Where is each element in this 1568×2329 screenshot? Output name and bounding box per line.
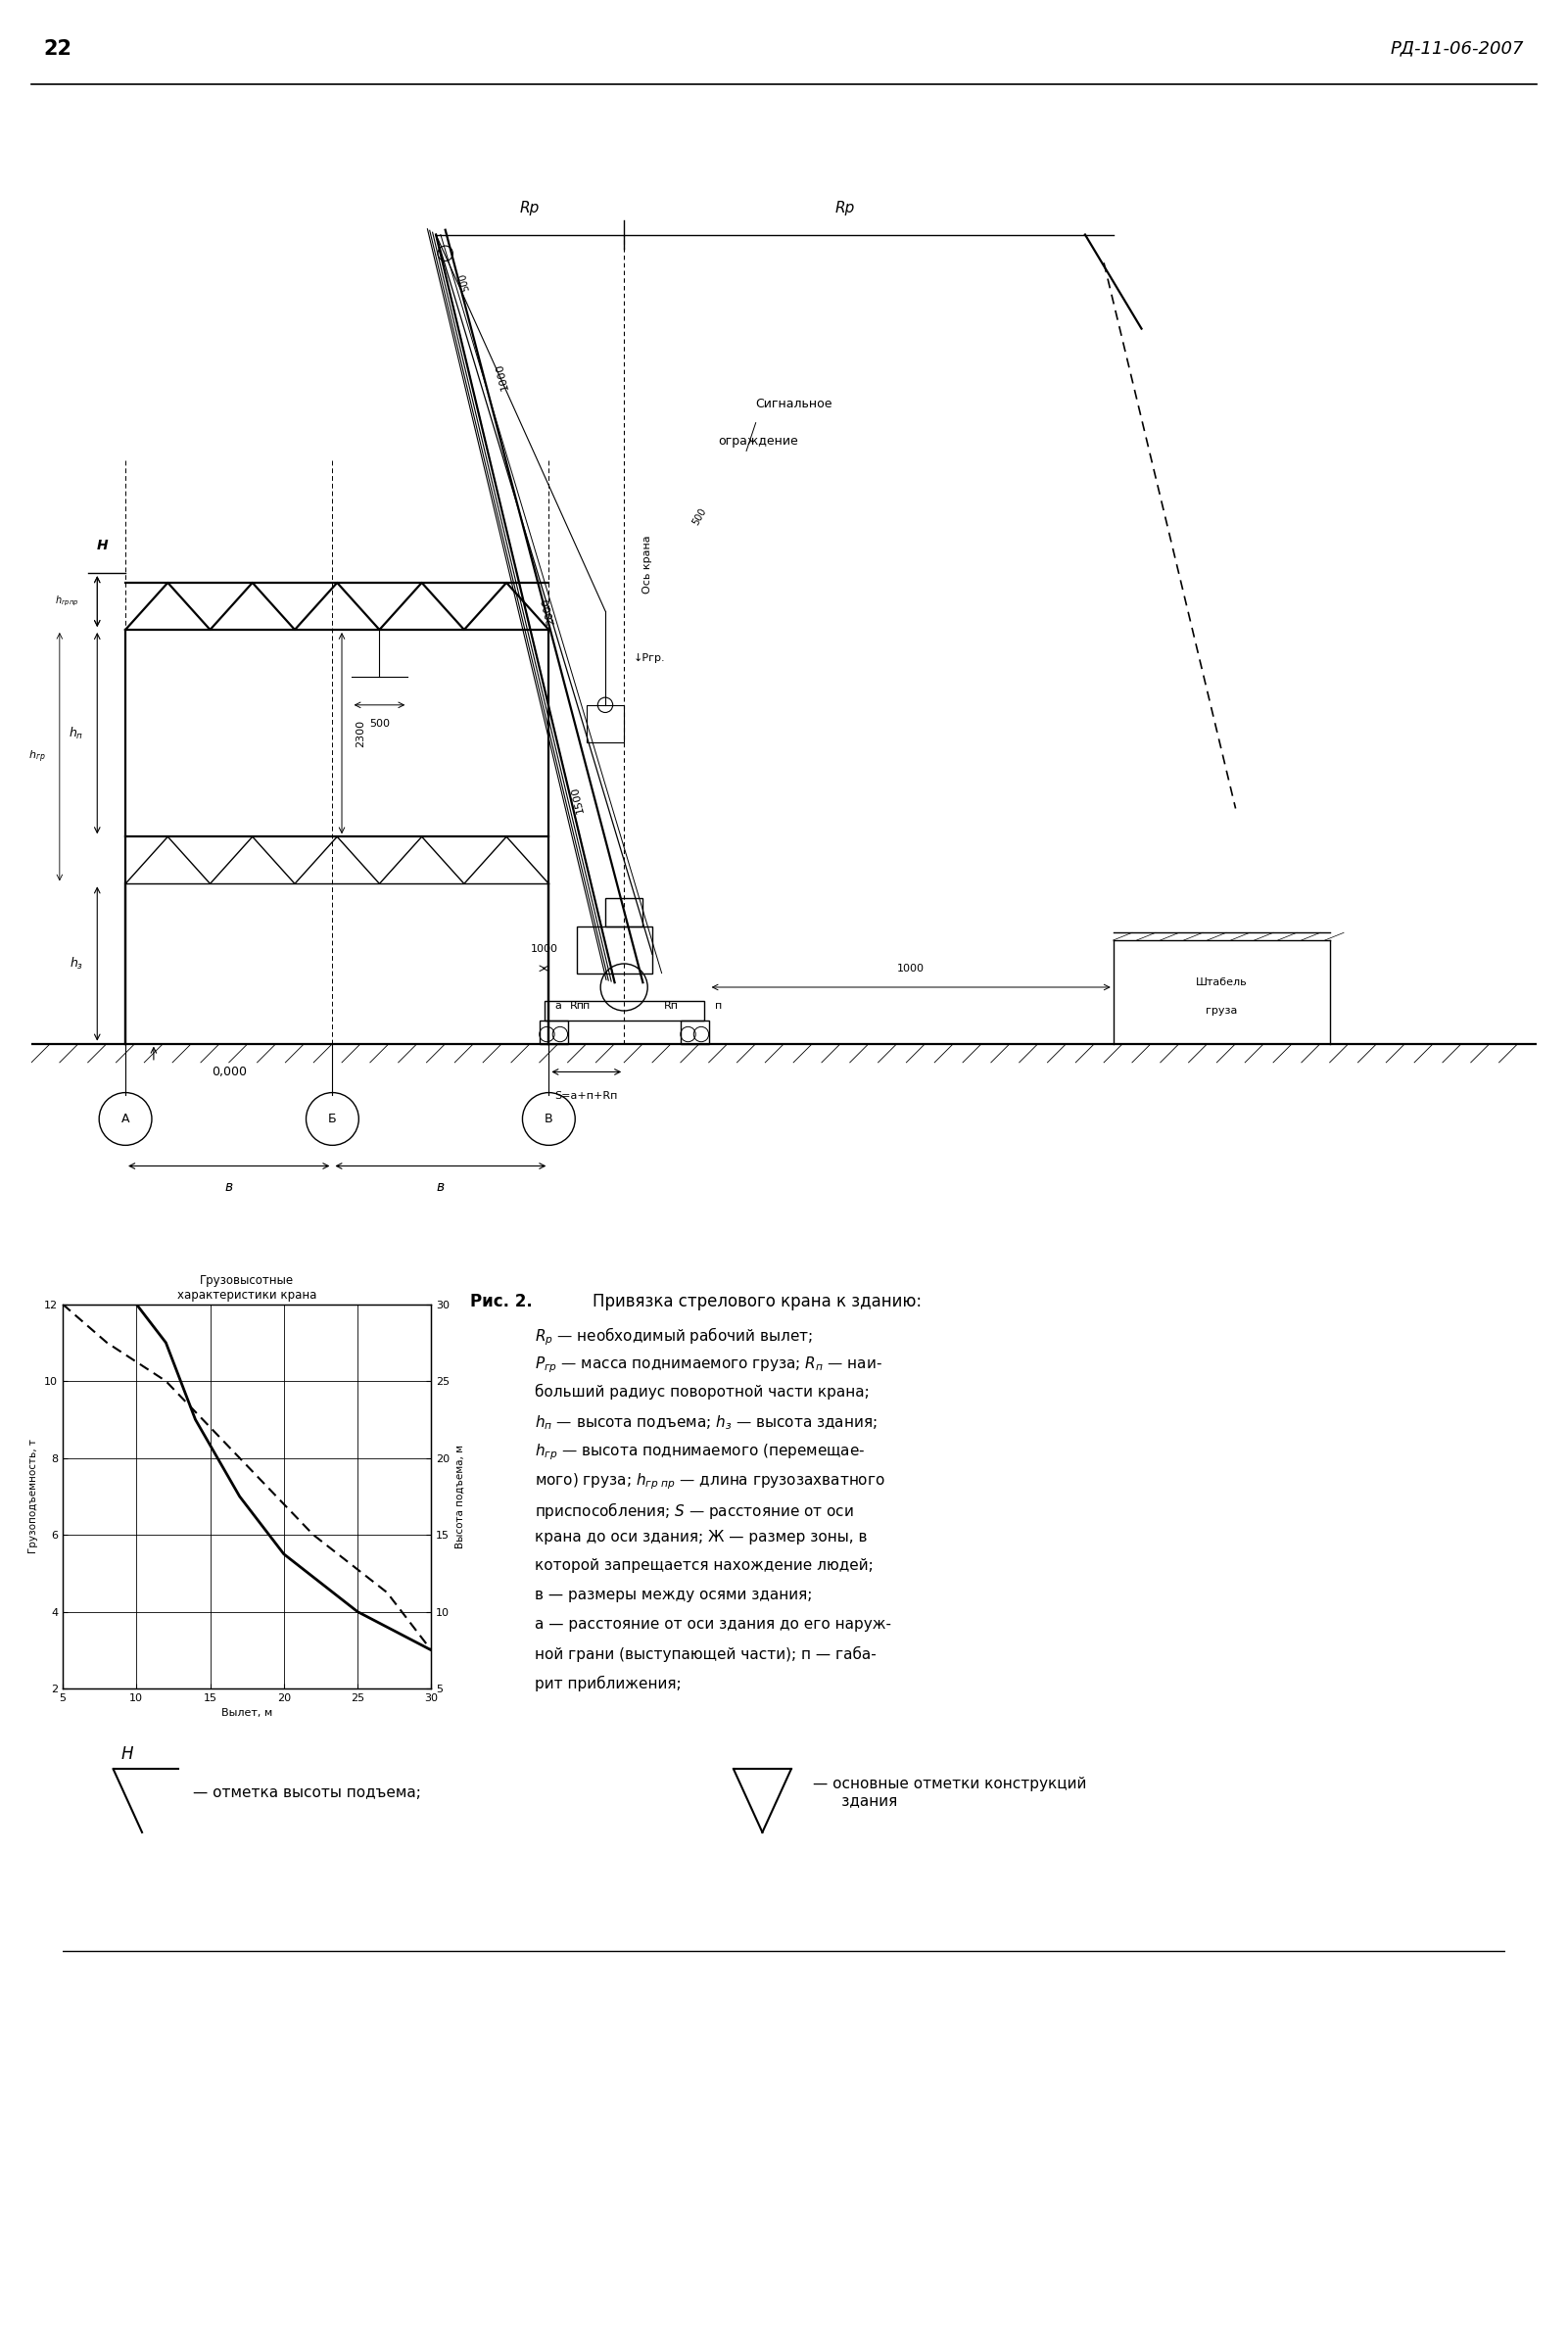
Text: 2000: 2000 bbox=[541, 596, 557, 627]
Y-axis label: Высота подъема, м: Высота подъема, м bbox=[455, 1444, 466, 1549]
Text: в: в bbox=[436, 1181, 445, 1195]
Text: Rп: Rп bbox=[663, 1001, 679, 1011]
Text: — основные отметки конструкций
      здания: — основные отметки конструкций здания bbox=[812, 1777, 1087, 1810]
Text: Ось крана: Ось крана bbox=[643, 536, 652, 594]
Text: — отметка высоты подъема;: — отметка высоты подъема; bbox=[193, 1786, 420, 1800]
Text: п: п bbox=[715, 1001, 721, 1011]
Text: больший радиус поворотной части крана;: больший радиус поворотной части крана; bbox=[535, 1383, 869, 1400]
Text: 500: 500 bbox=[458, 272, 470, 291]
Text: a: a bbox=[555, 1001, 561, 1011]
Text: 1000: 1000 bbox=[530, 946, 558, 955]
Text: 1500: 1500 bbox=[569, 785, 585, 813]
Text: п: п bbox=[583, 1001, 590, 1011]
Title: Грузовысотные
характеристики крана: Грузовысотные характеристики крана bbox=[177, 1274, 317, 1302]
Text: крана до оси здания; Ж — размер зоны, в: крана до оси здания; Ж — размер зоны, в bbox=[535, 1530, 867, 1544]
Text: мого) груза; $h_{гр\ пр}$ — длина грузозахватного: мого) груза; $h_{гр\ пр}$ — длина грузоз… bbox=[535, 1472, 884, 1491]
Bar bbox=[681, 1020, 709, 1043]
Text: $R_{р}$ — необходимый рабочий вылет;: $R_{р}$ — необходимый рабочий вылет; bbox=[535, 1325, 812, 1348]
Text: H: H bbox=[96, 538, 108, 552]
Text: S=a+п+Rп: S=a+п+Rп bbox=[555, 1090, 618, 1102]
Text: 500: 500 bbox=[368, 720, 390, 729]
Text: 1000: 1000 bbox=[494, 361, 510, 391]
Text: 500: 500 bbox=[690, 505, 709, 526]
Text: которой запрещается нахождение людей;: которой запрещается нахождение людей; bbox=[535, 1558, 873, 1574]
Text: $P_{гр}$ — масса поднимаемого груза; $R_{п}$ — наи-: $P_{гр}$ — масса поднимаемого груза; $R_… bbox=[535, 1355, 881, 1374]
Text: $H$: $H$ bbox=[121, 1744, 135, 1763]
Text: в: в bbox=[224, 1181, 234, 1195]
Text: РД-11-06-2007: РД-11-06-2007 bbox=[1391, 40, 1524, 58]
Text: ной грани (выступающей части); п — габа-: ной грани (выступающей части); п — габа- bbox=[535, 1647, 877, 1663]
Text: 22: 22 bbox=[44, 40, 72, 58]
Text: $h_{п}$ — высота подъема; $h_{з}$ — высота здания;: $h_{п}$ — высота подъема; $h_{з}$ — высо… bbox=[535, 1414, 877, 1432]
Text: а — расстояние от оси здания до его наруж-: а — расстояние от оси здания до его нару… bbox=[535, 1616, 891, 1633]
Text: Rп: Rп bbox=[569, 1001, 585, 1011]
Text: $h_з$: $h_з$ bbox=[69, 955, 83, 971]
Text: $h_{гр пр}$: $h_{гр пр}$ bbox=[55, 594, 78, 608]
Text: ↓Ргр.: ↓Ргр. bbox=[633, 652, 665, 664]
Text: $h_{гр}$ — высота поднимаемого (перемещае-: $h_{гр}$ — высота поднимаемого (перемеща… bbox=[535, 1442, 866, 1463]
Text: А: А bbox=[121, 1113, 130, 1125]
Text: Rp: Rp bbox=[521, 200, 539, 217]
Text: Rp: Rp bbox=[836, 200, 855, 217]
Text: $h_{гр}$: $h_{гр}$ bbox=[28, 748, 45, 764]
Bar bbox=[539, 1020, 568, 1043]
Text: приспособления; $S$ — расстояние от оси: приспособления; $S$ — расстояние от оси bbox=[535, 1500, 853, 1521]
Text: Привязка стрелового крана к зданию:: Привязка стрелового крана к зданию: bbox=[593, 1293, 922, 1311]
Text: Сигнальное: Сигнальное bbox=[756, 398, 833, 410]
X-axis label: Вылет, м: Вылет, м bbox=[221, 1709, 273, 1719]
Text: груза: груза bbox=[1206, 1006, 1237, 1015]
Text: 2300: 2300 bbox=[356, 720, 365, 748]
Text: Штабель: Штабель bbox=[1196, 978, 1247, 987]
Y-axis label: Грузоподъемность, т: Грузоподъемность, т bbox=[28, 1439, 39, 1553]
Text: рит приближения;: рит приближения; bbox=[535, 1675, 681, 1691]
Text: $h_п$: $h_п$ bbox=[67, 724, 83, 741]
Text: Б: Б bbox=[328, 1113, 337, 1125]
Text: Рис. 2.: Рис. 2. bbox=[470, 1293, 533, 1311]
Text: В: В bbox=[544, 1113, 554, 1125]
Text: в — размеры между осями здания;: в — размеры между осями здания; bbox=[535, 1588, 812, 1602]
Text: 1000: 1000 bbox=[897, 964, 925, 974]
Text: 0,000: 0,000 bbox=[212, 1067, 246, 1078]
Text: ограждение: ограждение bbox=[718, 436, 798, 447]
